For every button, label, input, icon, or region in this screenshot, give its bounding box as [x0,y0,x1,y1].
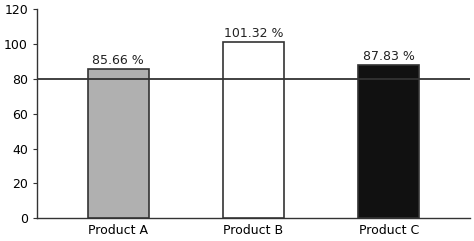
Bar [223,42,284,218]
Text: 101.32 %: 101.32 % [224,27,283,40]
Text: 87.83 %: 87.83 % [363,50,415,63]
Text: 85.66 %: 85.66 % [92,54,144,67]
Bar [358,65,419,218]
Bar [88,69,149,218]
